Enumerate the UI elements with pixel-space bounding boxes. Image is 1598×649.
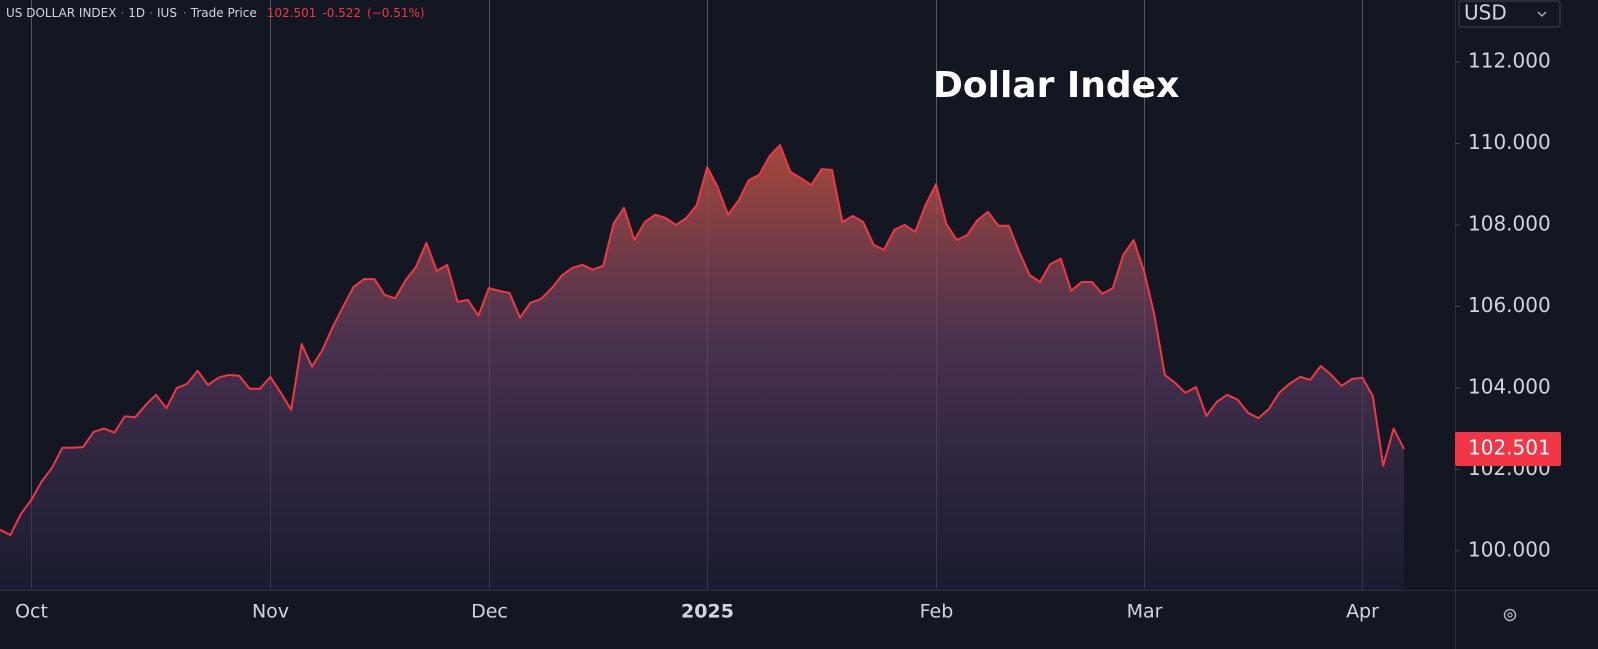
separator: · [120,6,124,20]
plot [0,144,1405,590]
symbol: US DOLLAR INDEX [6,6,116,20]
separator: · [149,6,153,20]
settings-icon[interactable] [1503,608,1517,622]
x-tick-label: Oct [15,601,48,623]
line [0,144,1405,536]
chart-title: Dollar Index [933,65,1179,106]
price-type: Trade Price [190,6,257,20]
settings-center[interactable] [1507,612,1513,618]
interval: 1D [128,6,145,20]
separator: · [183,6,187,20]
y-tick-label: 100.000 [1468,537,1551,561]
y-tick-label: 110.000 [1468,130,1551,154]
header: US DOLLAR INDEX · 1D · IUS · Trade Price 102.50… [6,6,425,20]
axis: Oct Nov Dec 2025 Feb Mar Apr100.000102.000104.… [15,48,1551,622]
currency-button[interactable] [1458,0,1561,28]
price-tag-label: 102.501 [1468,435,1551,459]
change: -0.522 [322,6,361,20]
x-tick-label: Dec [471,601,508,623]
x-tick-label: Apr [1346,601,1379,623]
area [0,145,1404,590]
y-tick-label: 104.000 [1468,374,1551,398]
settings-ring[interactable] [1503,608,1517,622]
x-tick-label: Feb [920,601,954,623]
price-tag-box [1455,431,1561,466]
change-pct: (−0.51%) [367,6,425,20]
y-tick-label: 106.000 [1468,293,1551,317]
exchange: IUS [157,6,177,20]
y-tick-label: 108.000 [1468,211,1551,235]
y-tick-label: 112.000 [1468,48,1551,72]
x-tick-label: Mar [1127,601,1163,623]
x-tick-label: 2025 [681,601,734,623]
currency[interactable]: USD [1464,1,1507,25]
price-tag: 102.501 [1455,431,1561,466]
dropdown-icon[interactable] [1537,11,1547,17]
x-tick-label: Nov [252,601,289,623]
last-price: 102.501 [267,6,317,20]
